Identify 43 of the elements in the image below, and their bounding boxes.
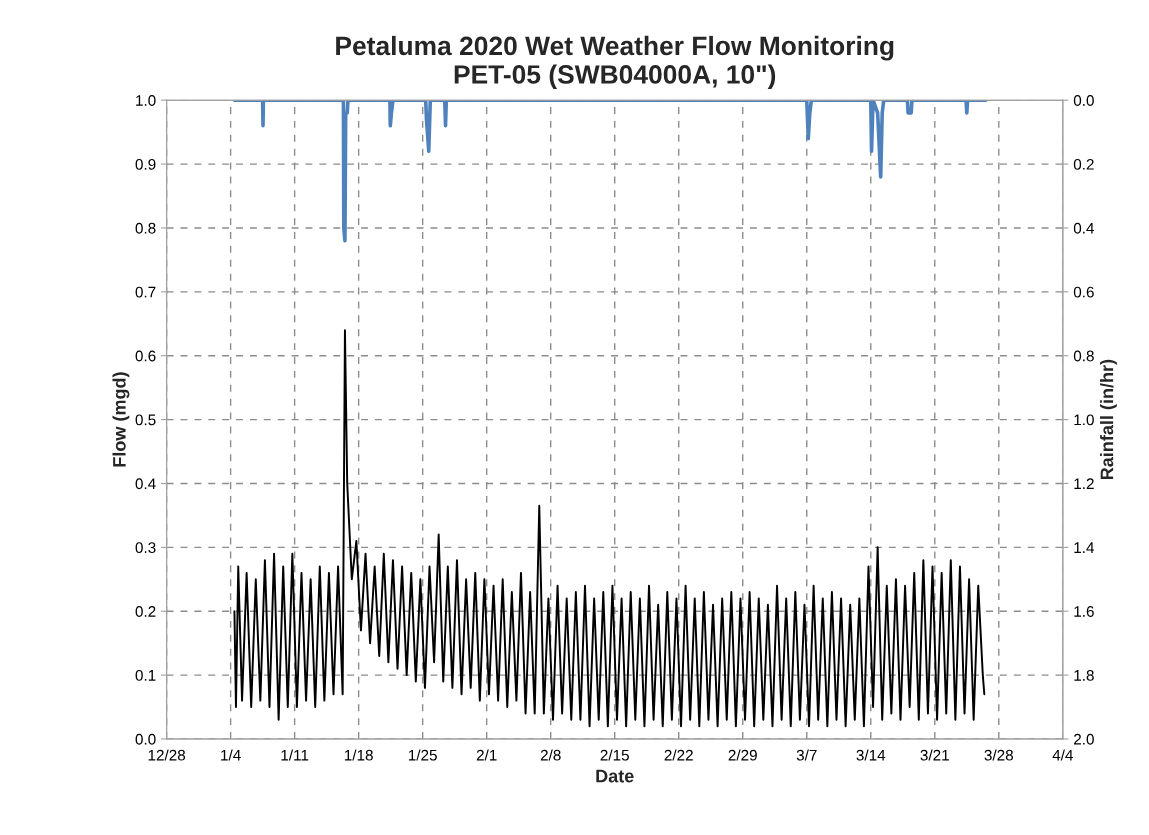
x-tick-label: 2/1 — [476, 749, 497, 761]
x-tick-label: 4/4 — [1052, 749, 1073, 761]
y-axis-title: Flow (mgd) — [112, 372, 130, 467]
x-tick-label: 1/11 — [281, 749, 309, 761]
y-tick-label: 0.1 — [135, 669, 156, 681]
y-tick-label: 0.0 — [135, 733, 156, 745]
x-tick-label: 2/8 — [540, 749, 561, 761]
y-tick-label: 0.3 — [135, 542, 156, 554]
x-tick-label: 12/28 — [148, 749, 186, 761]
y-tick-label: 0.4 — [135, 478, 156, 490]
x-tick-label: 2/22 — [664, 749, 693, 761]
x-tick-label: 1/4 — [221, 749, 241, 761]
x-tick-label: 3/14 — [856, 749, 886, 761]
y2-tick-label: 0.2 — [1073, 158, 1094, 170]
y-tick-label: 0.9 — [135, 158, 156, 170]
y2-tick-label: 1.2 — [1074, 478, 1094, 489]
y-tick-label: 0.6 — [135, 350, 156, 362]
y-tick-label: 1.0 — [136, 95, 156, 106]
chart-title: Petaluma 2020 Wet Weather Flow Monitoring PET-05 (SWB04000A, 10") — [336, 35, 894, 90]
x-tick-label: 1/25 — [408, 749, 437, 761]
y2-tick-label: 0.0 — [1073, 95, 1094, 106]
y-tick-label: 0.8 — [135, 222, 156, 234]
y2-tick-label: 1.8 — [1074, 669, 1094, 681]
x-tick-label: 2/15 — [600, 749, 629, 761]
y2-tick-label: 0.6 — [1073, 286, 1094, 298]
y2-tick-label: 1.0 — [1074, 414, 1094, 426]
y-tick-label: 0.5 — [135, 414, 156, 426]
line-series — [232, 100, 988, 243]
y2-axis-title: Rainfall (in/hr) — [1100, 359, 1117, 480]
y-tick-label: 0.2 — [135, 606, 156, 617]
x-tick-label: 3/21 — [920, 749, 949, 761]
line-series — [233, 329, 986, 728]
x-axis-title: Date — [596, 769, 634, 783]
y-tick-label: 0.7 — [135, 286, 156, 298]
y2-tick-label: 0.8 — [1073, 350, 1094, 362]
x-tick-label: 1/18 — [344, 749, 373, 761]
x-tick-label: 2/29 — [728, 749, 757, 761]
y2-tick-label: 0.4 — [1073, 222, 1095, 234]
y2-tick-label: 2.0 — [1074, 733, 1094, 745]
x-tick-label: 3/7 — [796, 749, 817, 761]
x-tick-label: 3/28 — [984, 749, 1014, 761]
y2-tick-label: 1.6 — [1074, 606, 1094, 617]
y2-tick-label: 1.4 — [1074, 542, 1095, 553]
